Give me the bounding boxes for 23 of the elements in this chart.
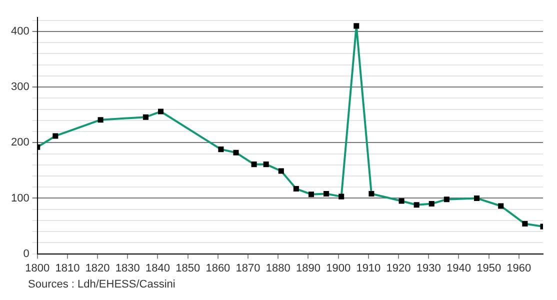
x-tick-label: 1890 [296,262,320,274]
x-tick-label: 1850 [176,262,200,274]
x-tick-label: 1860 [206,262,230,274]
x-tick-label: 1800 [25,262,50,274]
y-tick-label: 100 [10,192,30,204]
y-tick-label: 400 [10,26,30,38]
y-tick-label: 200 [10,136,30,149]
source-note: Sources : Ldh/EHESS/Cassini [28,278,176,291]
x-tick-label: 1840 [146,262,170,274]
x-tick-label: 1870 [236,262,260,274]
x-tick-label: 1950 [476,262,502,274]
x-tick-label: 1900 [326,262,351,274]
x-tick-label: 1830 [115,262,140,274]
x-tick-label: 1960 [506,262,532,274]
x-tick-label: 1940 [446,262,471,274]
x-tick-label: 1820 [85,262,110,274]
x-tick-label: 1880 [266,262,290,274]
x-tick-label: 1810 [55,262,80,274]
y-tick-label: 0 [23,248,30,260]
x-tick-label: 1910 [356,262,381,274]
x-tick-label: 1930 [416,262,441,274]
y-tick-label: 300 [10,81,30,94]
x-tick-label: 1920 [386,262,411,274]
